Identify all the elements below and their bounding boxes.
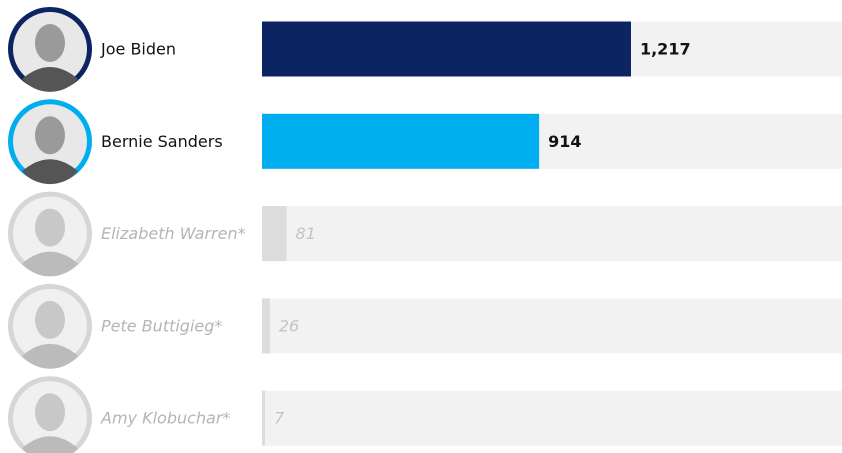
value-label: 26 [279,316,299,335]
portrait-head [35,300,65,339]
bar [262,298,270,354]
value-label: 1,217 [640,40,691,59]
portrait-head [35,208,65,247]
portrait-body [22,159,78,185]
portrait [8,283,92,369]
bar [262,21,631,77]
bar-track [262,390,842,446]
candidate-name: Pete Buttigieg* [101,316,222,335]
value-label: 81 [296,224,316,243]
bar-track [262,298,842,354]
portrait [8,7,92,92]
portrait-head [35,116,65,155]
portrait-body [22,436,78,453]
bar [262,390,265,446]
portrait-head [35,393,65,432]
candidate-name: Joe Biden [100,40,176,59]
bar-track [262,206,842,262]
bar [262,206,287,262]
portrait [8,191,92,277]
portrait [8,376,92,453]
portrait [8,99,92,185]
value-label: 914 [548,132,581,151]
candidate-name: Elizabeth Warren* [101,224,246,243]
portrait-body [22,251,78,277]
portrait-head [35,24,65,62]
candidate-name: Amy Klobuchar* [100,409,230,428]
portrait-body [22,67,78,92]
value-label: 7 [274,409,285,428]
bar [262,113,540,169]
candidate-name: Bernie Sanders [101,132,223,151]
portrait-body [22,343,78,369]
